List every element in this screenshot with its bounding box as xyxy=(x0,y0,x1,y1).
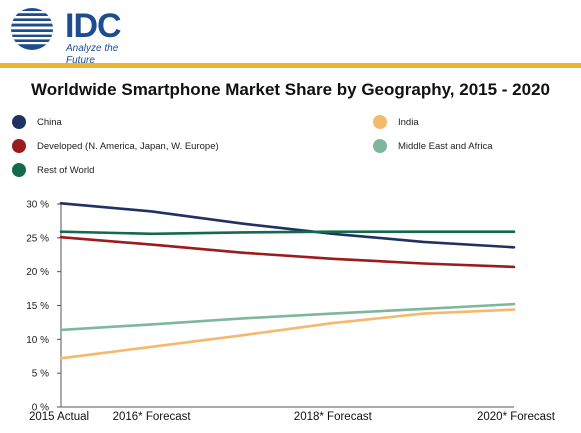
x-tick-label: 2020* Forecast xyxy=(477,411,556,423)
globe-icon xyxy=(11,8,53,50)
series-line-mea xyxy=(59,302,516,332)
legend-swatch-mea xyxy=(373,139,387,153)
line-chart: 0 % 5 % 10 % 15 % 20 % 25 % 30 % 2015 Actual 201… xyxy=(26,200,556,424)
legend-item-india: India xyxy=(373,114,419,130)
y-tick-label: 25 % xyxy=(26,233,49,244)
header: IDC Analyze the Future xyxy=(0,0,581,66)
logo-tagline: Analyze the Future xyxy=(66,43,119,66)
idc-logo[interactable]: IDC Analyze the Future xyxy=(8,6,148,66)
legend-item-rest-of-world: Rest of World xyxy=(12,162,94,178)
y-tick-label: 15 % xyxy=(26,301,49,312)
series-line-rest-of-world xyxy=(59,230,516,236)
y-tick-label: 20 % xyxy=(26,267,49,278)
series-line-developed xyxy=(59,235,516,269)
legend-swatch-china xyxy=(12,115,26,129)
legend-swatch-india xyxy=(373,115,387,129)
header-divider xyxy=(0,63,581,68)
x-tick-label: 2018* Forecast xyxy=(294,411,373,423)
legend-label-mea: Middle East and Africa xyxy=(398,140,493,152)
legend-label-rest-of-world: Rest of World xyxy=(37,164,95,176)
legend-item-developed: Developed (N. America, Japan, W. Europe) xyxy=(12,138,219,154)
x-tick-label: 2016* Forecast xyxy=(113,411,192,423)
legend-label-china: China xyxy=(37,116,62,128)
legend-label-india: India xyxy=(398,116,419,128)
legend-item-mea: Middle East and Africa xyxy=(373,138,493,154)
logo-brand: IDC xyxy=(65,7,122,45)
y-tick-label: 5 % xyxy=(32,369,49,380)
legend-swatch-developed xyxy=(12,139,26,153)
legend-item-china: China xyxy=(12,114,62,130)
y-tick-label: 10 % xyxy=(26,335,49,346)
y-tick-label: 30 % xyxy=(26,200,49,211)
legend-label-developed: Developed (N. America, Japan, W. Europe) xyxy=(37,140,219,152)
y-tick-label: 0 % xyxy=(32,403,49,414)
x-tick-label: 2015 Actual xyxy=(29,411,89,423)
series-line-china xyxy=(59,202,516,249)
series-line-india xyxy=(59,308,516,360)
legend-swatch-rest-of-world xyxy=(12,163,26,177)
chart-title: Worldwide Smartphone Market Share by Geo… xyxy=(31,80,550,99)
